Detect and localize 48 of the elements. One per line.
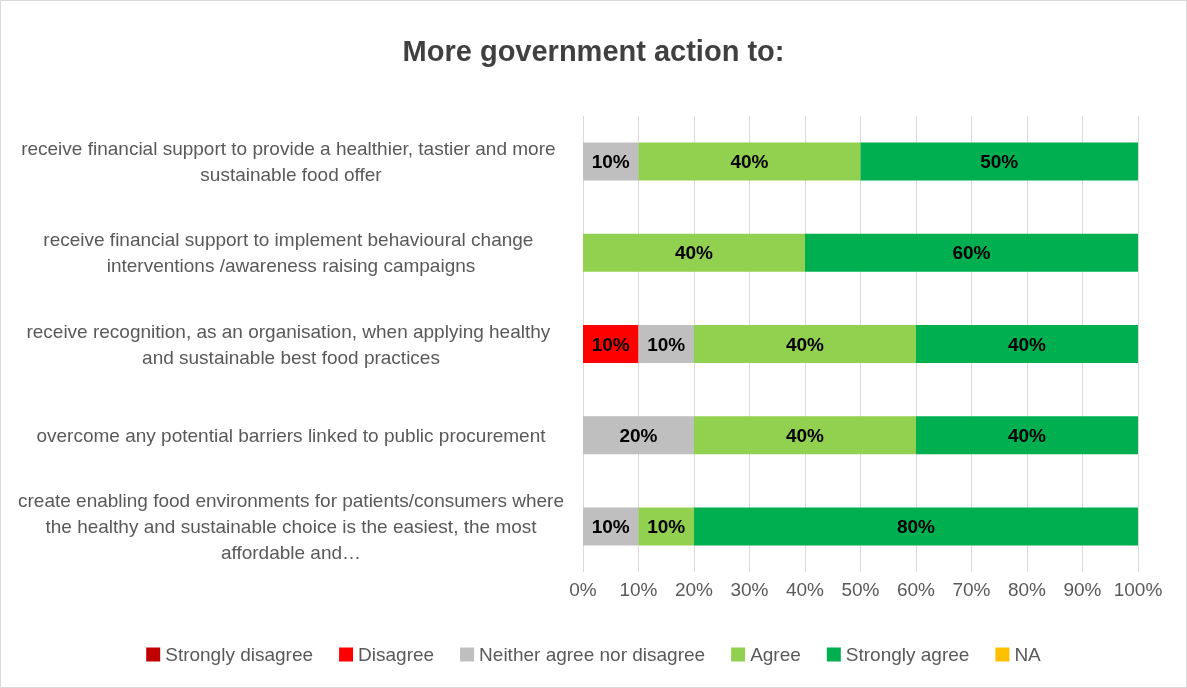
x-tick-label: 100%: [1113, 579, 1163, 600]
x-tick-label: 0%: [569, 579, 597, 600]
bar: [583, 233, 805, 272]
bar: [805, 233, 1138, 272]
x-tick-label: 40%: [785, 579, 825, 600]
y-tick-label: create enabling food environments for patients/consumers where the healthy and sustainable choice is the easiest, the most affordable and…: [17, 489, 565, 563]
data-label: 40%: [730, 151, 769, 173]
bar: [583, 416, 694, 455]
x-tick-label: 50%: [841, 579, 880, 600]
bar: [860, 142, 1138, 181]
bar: [694, 416, 916, 455]
x-tick-label: 90%: [1063, 579, 1102, 600]
data-label: 40%: [1007, 424, 1047, 446]
data-label: 10%: [647, 515, 686, 537]
y-tick-label: overcome any potential barriers linked to public procurement: [36, 424, 547, 446]
data-label: 10%: [647, 333, 686, 355]
bar: [694, 507, 1138, 546]
bar: [916, 416, 1138, 455]
data-label: 50%: [980, 151, 1019, 173]
data-label: 40%: [674, 242, 714, 264]
legend-label: Strongly agree: [845, 644, 970, 665]
x-tick-label: 30%: [730, 579, 769, 600]
legend-label: Strongly disagree: [165, 644, 314, 665]
legend-label: Agree: [750, 644, 801, 665]
y-tick-label: receive recognition, as an organisation, when applying healthy and sustainable best food practices: [26, 320, 556, 368]
y-tick-label: receive financial support to implement behavioural change interventions /awareness raising campaigns: [43, 229, 539, 277]
bar: [694, 325, 916, 363]
data-label: 80%: [896, 515, 936, 537]
data-label: 40%: [1007, 333, 1047, 355]
bar: [916, 325, 1138, 363]
legend-label: Disagree: [358, 644, 435, 665]
data-label: 10%: [591, 515, 630, 537]
data-label: 40%: [785, 333, 825, 355]
chart-title: More government action to:: [402, 34, 785, 67]
data-label: 20%: [619, 424, 658, 446]
legend-label: Neither agree nor disagree: [479, 644, 706, 665]
data-label: 10%: [591, 151, 630, 173]
x-tick-label: 10%: [619, 579, 658, 600]
x-tick-label: 80%: [1007, 579, 1047, 600]
x-tick-label: 20%: [674, 579, 714, 600]
data-label: 10%: [591, 333, 630, 355]
data-label: 60%: [952, 242, 991, 264]
data-label: 40%: [785, 424, 825, 446]
y-tick-label: receive financial support to provide a healthier, tastier and more sustainable food offer: [21, 138, 561, 186]
x-tick-label: 60%: [896, 579, 936, 600]
x-tick-label: 70%: [952, 579, 991, 600]
bar: [638, 142, 861, 181]
legend-label: NA: [1014, 644, 1042, 665]
